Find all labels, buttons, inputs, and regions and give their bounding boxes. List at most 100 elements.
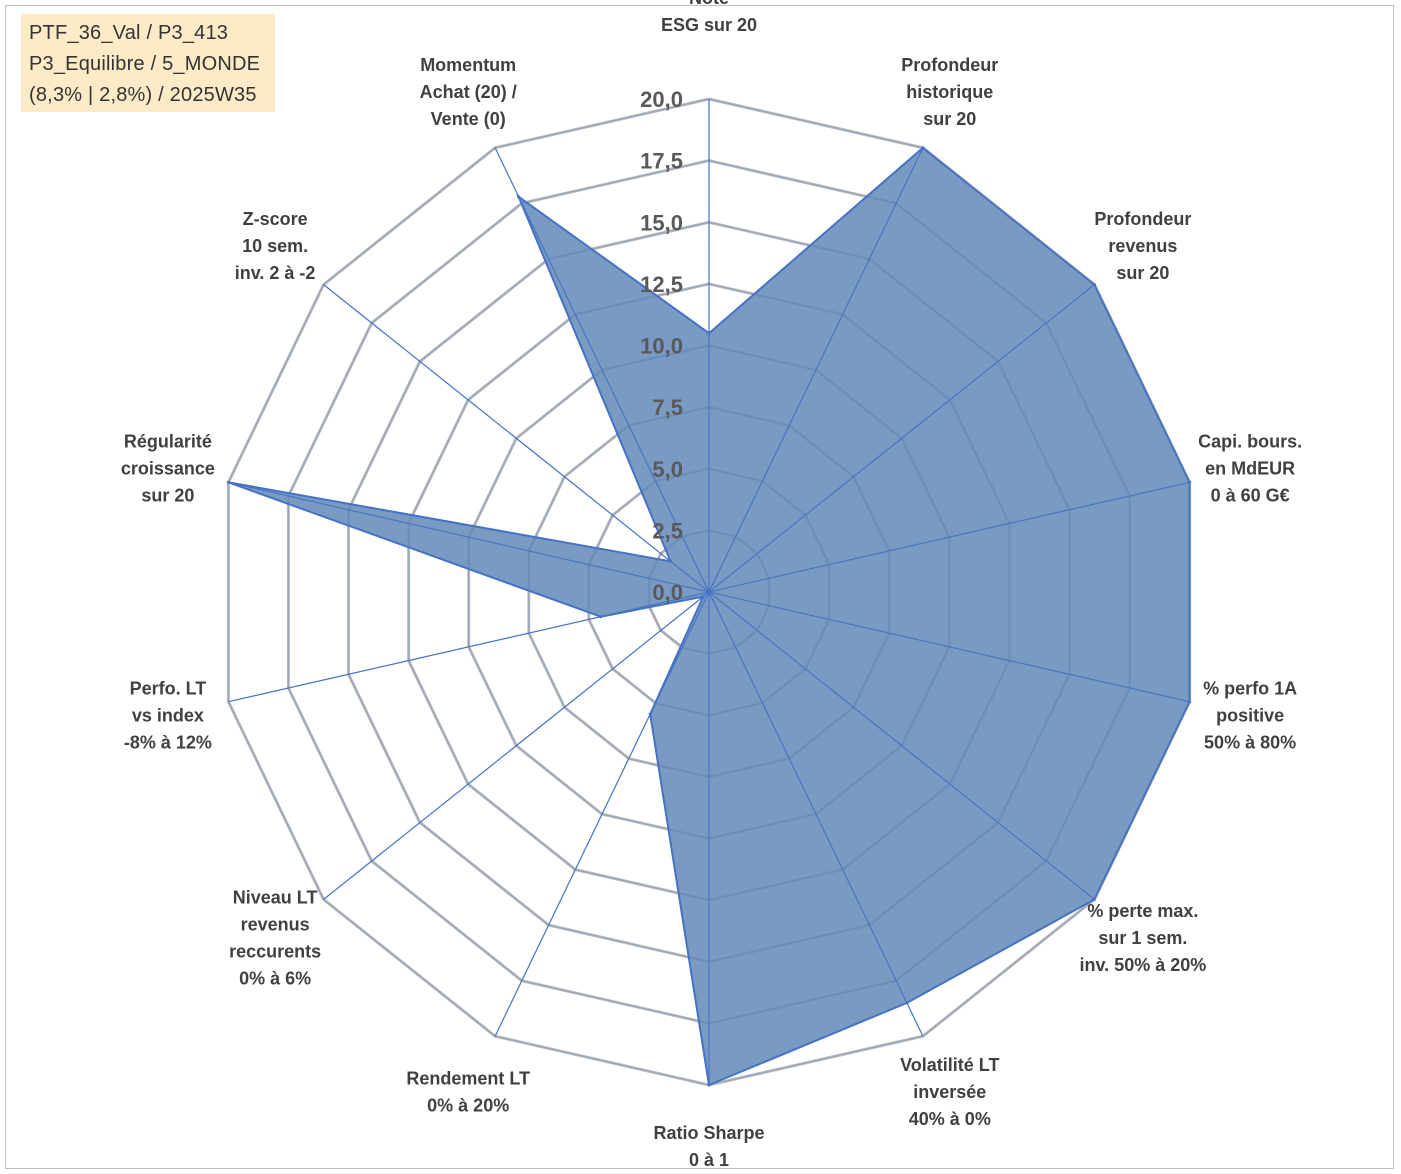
axis-label-line: Momentum bbox=[420, 55, 516, 75]
r-tick-label: 7,5 bbox=[652, 395, 683, 420]
axis-label-line: 50% à 80% bbox=[1204, 733, 1296, 753]
axis-label-line: Z-score bbox=[243, 209, 308, 229]
overlay-ring-1 bbox=[648, 529, 770, 655]
axis-label-line: inversée bbox=[913, 1082, 986, 1102]
data-point-4 bbox=[1188, 700, 1192, 704]
axis-label-line: Volatilité LT bbox=[900, 1055, 999, 1075]
data-point-8 bbox=[648, 712, 652, 716]
axis-label-10: Perfo. LT vs index -8% à 12% bbox=[124, 679, 212, 753]
series-spoke-10 bbox=[600, 591, 710, 618]
data-point-7 bbox=[707, 1083, 711, 1087]
axis-label-line: Achat (20) / bbox=[420, 82, 517, 102]
overlay-ring-6 bbox=[347, 221, 1071, 963]
data-point-6 bbox=[905, 1001, 909, 1005]
axis-label-line: en MdEUR bbox=[1205, 459, 1295, 479]
r-tick-label: 0,0 bbox=[652, 580, 683, 605]
axis-label-line: Note bbox=[689, 0, 729, 8]
data-point-12 bbox=[669, 559, 672, 563]
axis-label-line: reccurents bbox=[229, 942, 321, 962]
axis-label-line: inv. 50% à 20% bbox=[1080, 955, 1207, 975]
axis-label-8: Rendement LT 0% à 20% bbox=[406, 1069, 530, 1116]
axis-label-7: Ratio Sharpe 0 à 1 bbox=[653, 1123, 764, 1170]
axis-label-line: inv. 2 à -2 bbox=[235, 263, 316, 283]
axis-label-line: revenus bbox=[241, 915, 310, 935]
series-spoke-8 bbox=[649, 591, 710, 715]
data-point-5 bbox=[1092, 897, 1096, 901]
axis-label-1: Profondeur historique sur 20 bbox=[901, 55, 998, 129]
axis-label-12: Z-score 10 sem. inv. 2 à -2 bbox=[235, 209, 316, 283]
overlay-ring-7 bbox=[287, 159, 1131, 1025]
r-tick-label: 10,0 bbox=[640, 334, 683, 359]
r-tick-label: 15,0 bbox=[640, 210, 683, 235]
axis-label-line: 0% à 20% bbox=[427, 1096, 509, 1116]
data-point-9 bbox=[701, 595, 705, 599]
series-spoke-1 bbox=[708, 147, 924, 593]
info-box: PTF_36_Val / P3_413 P3_Equilibre / 5_MON… bbox=[21, 14, 275, 112]
axis-label-line: % perte max. bbox=[1087, 901, 1198, 921]
axis-label-line: sur 20 bbox=[923, 109, 976, 129]
axis-label-line: Vente (0) bbox=[431, 109, 506, 129]
axis-label-line: positive bbox=[1216, 706, 1284, 726]
r-tick-label: 12,5 bbox=[640, 272, 683, 297]
info-line-3: (8,3% | 2,8%) / 2025W35 bbox=[29, 84, 257, 106]
series-spoke-3 bbox=[708, 481, 1190, 593]
r-tick-label: 17,5 bbox=[640, 149, 683, 174]
label-layer: Note ESG sur 20 Profondeur historique sur 20… bbox=[121, 0, 1302, 1170]
r-tick-label: 2,5 bbox=[652, 518, 683, 543]
axis-label-line: sur 1 sem. bbox=[1098, 928, 1187, 948]
axis-label-line: 0 à 60 G€ bbox=[1211, 486, 1290, 506]
axis-spoke-12 bbox=[323, 284, 710, 593]
tick-layer: 0,0 2,5 5,0 7,5 10,0 12,5 15,0 17,5 20,0 bbox=[640, 87, 683, 605]
axis-label-line: historique bbox=[906, 82, 993, 102]
data-point-0 bbox=[707, 331, 711, 335]
series-spoke-6 bbox=[708, 591, 908, 1004]
axis-label-line: Profondeur bbox=[1094, 209, 1191, 229]
axis-label-line: Ratio Sharpe bbox=[653, 1123, 764, 1143]
series-spoke-5 bbox=[708, 591, 1095, 900]
series-spoke-13 bbox=[518, 196, 710, 593]
axis-label-line: sur 20 bbox=[1116, 263, 1169, 283]
overlay-ring-4 bbox=[467, 344, 951, 840]
series-spoke-11 bbox=[228, 481, 710, 593]
axis-label-4: % perfo 1A positive 50% à 80% bbox=[1203, 679, 1297, 753]
series-spoke-12 bbox=[670, 560, 710, 593]
info-line-2: P3_Equilibre / 5_MONDE bbox=[29, 53, 261, 75]
data-point-13 bbox=[517, 195, 521, 199]
axis-label-line: ESG sur 20 bbox=[661, 15, 757, 35]
axis-spoke-9 bbox=[323, 591, 710, 900]
axis-label-6: Volatilité LT inversée 40% à 0% bbox=[900, 1055, 999, 1129]
axis-label-11: Régularité croissance sur 20 bbox=[121, 432, 215, 506]
axis-label-line: -8% à 12% bbox=[124, 733, 212, 753]
series-layer bbox=[226, 98, 1192, 1087]
series-spoke-2 bbox=[708, 284, 1095, 593]
axis-label-line: Capi. bours. bbox=[1198, 432, 1302, 452]
axis-label-line: 0% à 6% bbox=[239, 969, 311, 989]
axis-label-0: Note ESG sur 20 bbox=[661, 0, 757, 35]
axis-label-13: Momentum Achat (20) / Vente (0) bbox=[420, 55, 517, 129]
axis-label-9: Niveau LT revenus reccurents 0% à 6% bbox=[229, 888, 321, 989]
axis-label-line: revenus bbox=[1108, 236, 1177, 256]
axis-label-line: Profondeur bbox=[901, 55, 998, 75]
r-tick-label: 5,0 bbox=[652, 457, 683, 482]
overlay-ring-3 bbox=[528, 406, 890, 778]
axis-label-line: Rendement LT bbox=[406, 1069, 530, 1089]
overlay-ring-5 bbox=[407, 283, 1011, 901]
axis-label-line: Perfo. LT bbox=[130, 679, 207, 699]
axis-label-line: Régularité bbox=[124, 432, 212, 452]
axis-label-line: 40% à 0% bbox=[909, 1109, 991, 1129]
data-point-1 bbox=[921, 146, 925, 150]
axis-label-line: Niveau LT bbox=[233, 888, 318, 908]
overlay-ring-2 bbox=[588, 468, 830, 717]
axis-label-2: Profondeur revenus sur 20 bbox=[1094, 209, 1191, 283]
axis-label-line: % perfo 1A bbox=[1203, 679, 1297, 699]
data-point-11 bbox=[226, 480, 230, 484]
axis-label-line: sur 20 bbox=[141, 486, 194, 506]
axis-label-line: 0 à 1 bbox=[689, 1150, 729, 1170]
data-point-3 bbox=[1188, 480, 1192, 484]
data-point-2 bbox=[1092, 283, 1096, 287]
axis-label-3: Capi. bours. en MdEUR 0 à 60 G€ bbox=[1198, 432, 1302, 506]
info-line-1: PTF_36_Val / P3_413 bbox=[29, 22, 229, 44]
series-spoke-4 bbox=[708, 591, 1190, 703]
axis-label-line: croissance bbox=[121, 459, 215, 479]
